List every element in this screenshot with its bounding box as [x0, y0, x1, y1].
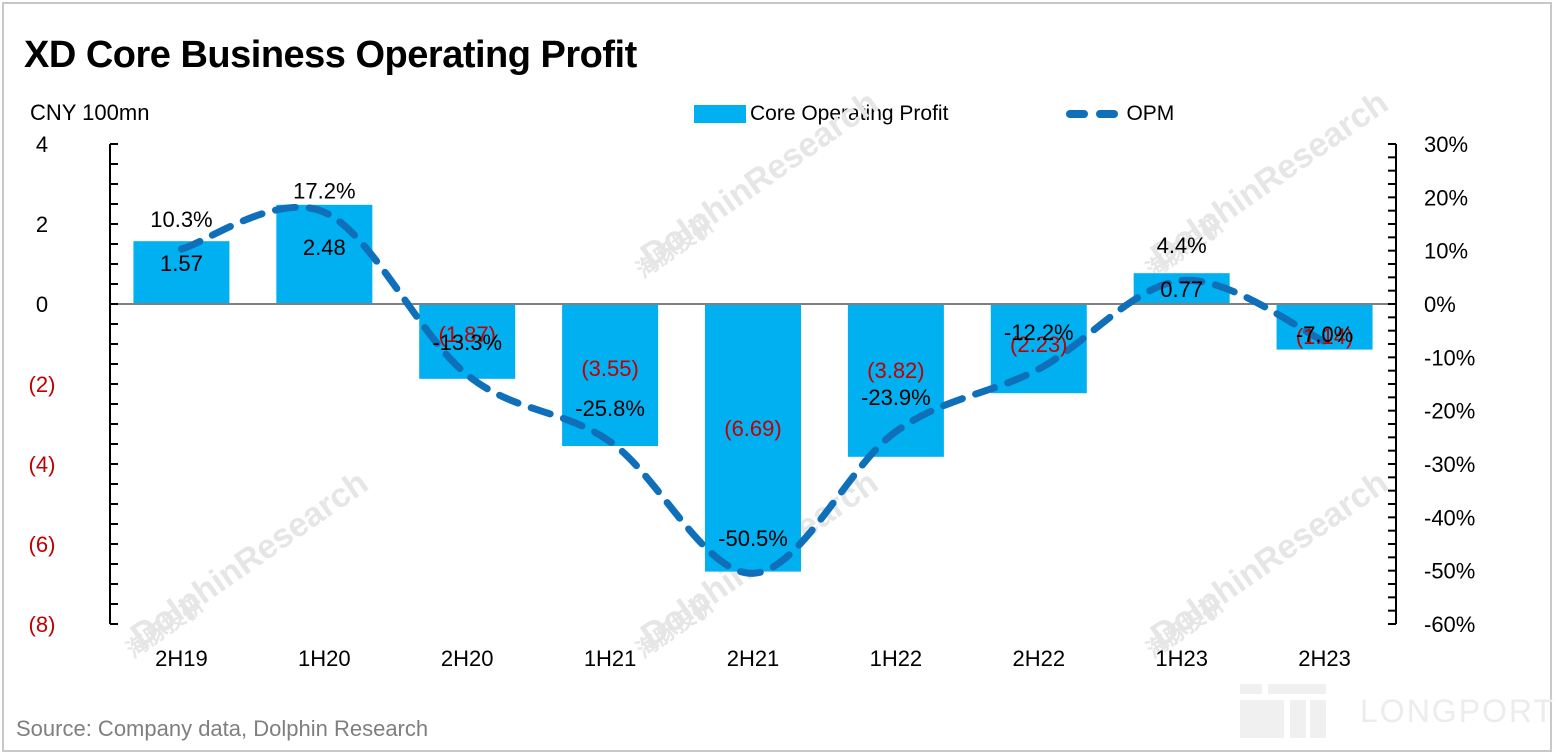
bar-value-label: (3.82) — [867, 358, 924, 383]
y-left-tick-label: (6) — [29, 532, 56, 557]
bar-2H21 — [705, 304, 801, 572]
bar-value-label: 1.57 — [160, 251, 203, 276]
legend-item-opm: OPM — [1066, 102, 1174, 126]
bar-value-label: (1.14) — [1296, 324, 1353, 349]
opm-value-label: -13.3% — [432, 330, 502, 355]
bar-1H20 — [276, 204, 373, 304]
bar-value-label: (1.87) — [438, 322, 495, 347]
x-tick-label: 1H21 — [584, 646, 637, 671]
y-right-tick-label: -50% — [1424, 559, 1475, 584]
x-tick-label: 1H20 — [298, 646, 351, 671]
y-right-tick-label: -60% — [1424, 612, 1475, 637]
y-right-tick-label: 20% — [1424, 185, 1468, 210]
opm-value-label: 4.4% — [1157, 233, 1207, 258]
x-tick-label: 2H22 — [1012, 646, 1065, 671]
legend: Core Operating Profit OPM — [694, 100, 1174, 128]
opm-value-label: -50.5% — [718, 526, 788, 551]
y-left-tick-label: (4) — [29, 452, 56, 477]
y-right-tick-label: 30% — [1424, 132, 1468, 157]
legend-dashed-line-icon — [1066, 110, 1120, 118]
x-tick-label: 2H23 — [1298, 646, 1351, 671]
y-right-tick-label: -30% — [1424, 452, 1475, 477]
opm-value-label: 10.3% — [150, 207, 212, 232]
bar-value-label: 0.77 — [1160, 277, 1203, 302]
y-left-tick-label: 0 — [36, 292, 48, 317]
bar-value-label: (6.69) — [724, 416, 781, 441]
opm-value-label: -12.2% — [1004, 320, 1074, 345]
opm-value-label: -7.0% — [1296, 322, 1353, 347]
y-right-tick-label: -40% — [1424, 505, 1475, 530]
legend-item-core-operating-profit: Core Operating Profit — [694, 102, 948, 126]
y-left-tick-label: 4 — [36, 132, 48, 157]
legend-bar-swatch-icon — [694, 105, 746, 123]
opm-value-label: 17.2% — [293, 178, 355, 203]
bar-value-label: (2.23) — [1010, 332, 1067, 357]
x-tick-label: 2H19 — [155, 646, 208, 671]
bar-value-label: 2.48 — [303, 235, 346, 260]
y-axis-unit-label: CNY 100mn — [30, 100, 150, 125]
x-tick-label: 1H23 — [1155, 646, 1208, 671]
y-left-tick-label: (8) — [29, 612, 56, 637]
opm-line-series — [177, 203, 1329, 577]
y-right-tick-label: -10% — [1424, 345, 1475, 370]
y-left-tick-label: 2 — [36, 212, 48, 237]
x-tick-label: 1H22 — [870, 646, 923, 671]
y-right-tick-label: -20% — [1424, 399, 1475, 424]
y-right-tick-label: 10% — [1424, 239, 1468, 264]
chart-title: XD Core Business Operating Profit — [24, 34, 637, 76]
opm-value-label: -25.8% — [575, 396, 645, 421]
legend-line-label: OPM — [1126, 102, 1175, 125]
opm-value-label: -23.9% — [861, 385, 931, 410]
y-left-tick-label: (2) — [29, 372, 56, 397]
x-tick-label: 2H20 — [441, 646, 494, 671]
bar-value-label: (3.55) — [581, 356, 638, 381]
legend-bar-label: Core Operating Profit — [750, 102, 949, 125]
x-tick-label: 2H21 — [727, 646, 780, 671]
y-right-tick-label: 0% — [1424, 292, 1456, 317]
source-note: Source: Company data, Dolphin Research — [16, 716, 429, 741]
